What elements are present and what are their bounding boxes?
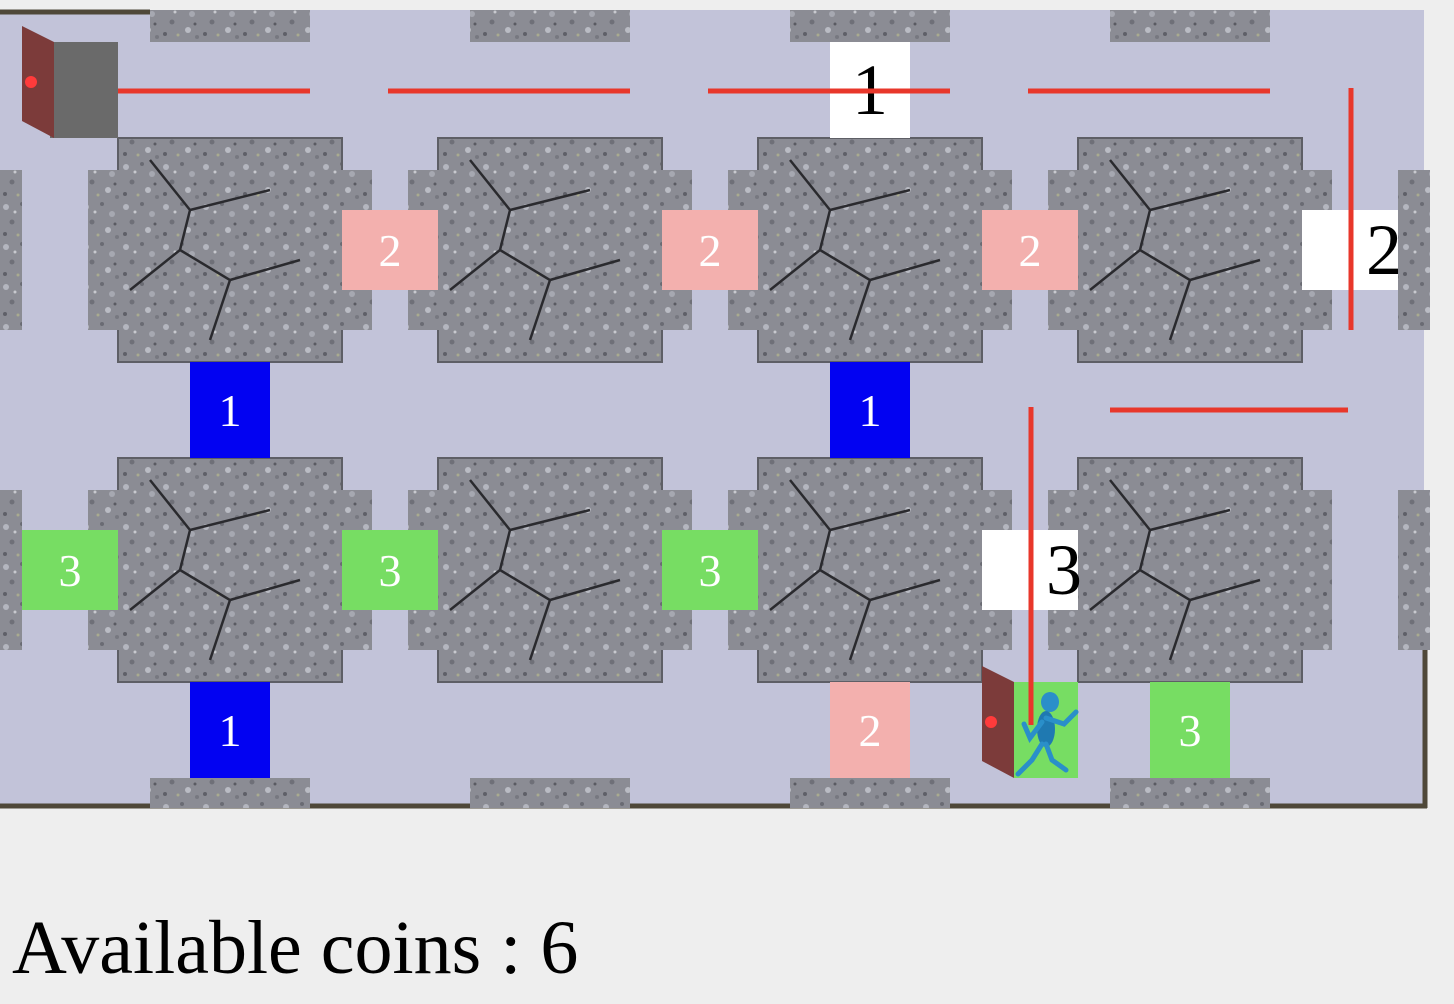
stone-block-icon bbox=[1110, 10, 1270, 42]
tile-label: 2 bbox=[699, 225, 722, 276]
exit-door[interactable] bbox=[22, 26, 118, 138]
stone-block-icon bbox=[88, 457, 372, 683]
stone-block-icon bbox=[150, 778, 310, 808]
player-cell[interactable] bbox=[982, 666, 1079, 778]
stone-block-icon bbox=[1110, 778, 1270, 808]
coins-status: Available coins : 6 bbox=[12, 906, 579, 990]
stone-block-icon bbox=[790, 10, 950, 42]
tile-label: 1 bbox=[219, 385, 242, 436]
tile-label: 2 bbox=[379, 225, 402, 276]
door-icon bbox=[22, 26, 54, 138]
tile-label: 3 bbox=[1179, 705, 1202, 756]
door-icon bbox=[982, 666, 1014, 778]
tile-pink-2: 2 bbox=[982, 210, 1078, 290]
tile-label: 1 bbox=[859, 385, 882, 436]
running-stick-figure-icon bbox=[1015, 692, 1079, 777]
red-walls bbox=[68, 88, 1354, 413]
stone-block-icon bbox=[150, 10, 310, 42]
tile-label: 2 bbox=[859, 705, 882, 756]
tile-label: 1 bbox=[219, 705, 242, 756]
tile-blue-1: 1 bbox=[190, 682, 270, 778]
stone-block-icon bbox=[408, 137, 692, 363]
door-knob bbox=[985, 716, 997, 728]
tile-green-3: 3 bbox=[1150, 682, 1230, 778]
tile-label: 2 bbox=[1019, 225, 1042, 276]
stone-block-icon bbox=[790, 778, 950, 808]
door-knob bbox=[25, 76, 37, 88]
stone-block-icon bbox=[88, 137, 372, 363]
tile-label: 3 bbox=[59, 545, 82, 596]
stone-block-icon bbox=[728, 137, 1012, 363]
stone-block-icon bbox=[470, 10, 630, 42]
tile-blue-1: 1 bbox=[830, 362, 910, 458]
tile-label: 2 bbox=[1366, 210, 1402, 290]
obstacle-layer bbox=[0, 10, 1430, 808]
stone-block-icon bbox=[1398, 170, 1430, 330]
tile-pink-2: 2 bbox=[342, 210, 438, 290]
tile-label: 3 bbox=[1046, 530, 1082, 610]
stone-block-icon bbox=[408, 457, 692, 683]
tile-green-3: 3 bbox=[662, 530, 758, 610]
tile-label: 3 bbox=[699, 545, 722, 596]
tile-pink-2: 2 bbox=[662, 210, 758, 290]
stone-block-icon bbox=[1048, 137, 1332, 363]
tile-green-3: 3 bbox=[342, 530, 438, 610]
tile-green-3: 3 bbox=[22, 530, 118, 610]
maze-svg: 12 2 2 21 13 3 3 31 2 3 bbox=[0, 9, 1430, 809]
stone-block-icon bbox=[1398, 490, 1430, 650]
stone-block-icon bbox=[0, 170, 22, 330]
stone-block-icon bbox=[1048, 457, 1332, 683]
tile-blue-1: 1 bbox=[190, 362, 270, 458]
tile-layer: 12 2 2 21 13 3 3 31 2 3 bbox=[22, 42, 1402, 778]
tile-pink-2: 2 bbox=[830, 682, 910, 778]
stone-block-icon bbox=[470, 778, 630, 808]
exit-tile-icon bbox=[50, 42, 118, 138]
tile-label: 3 bbox=[379, 545, 402, 596]
stone-block-icon bbox=[728, 457, 1012, 683]
stone-block-icon bbox=[0, 490, 22, 650]
